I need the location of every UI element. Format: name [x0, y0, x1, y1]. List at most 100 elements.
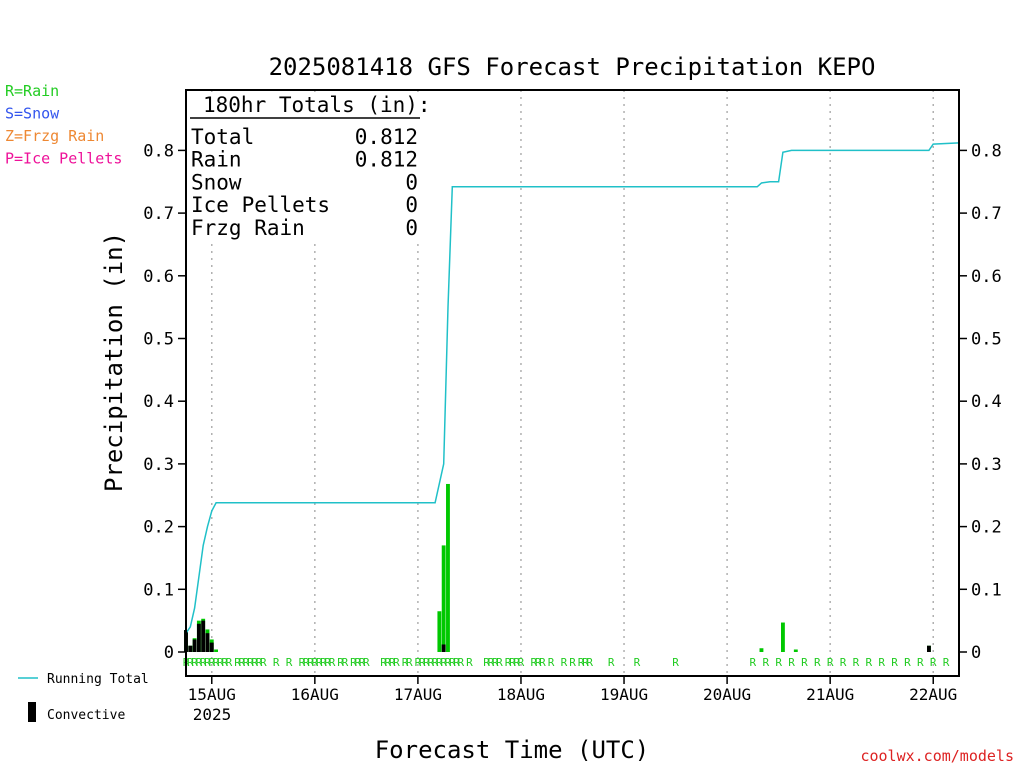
- y-tick-label: 0.6: [143, 267, 174, 287]
- convective-legend-label: Convective: [47, 708, 125, 723]
- y-tick-label-right: 0.6: [971, 267, 1002, 287]
- precip-type-letter: R: [312, 656, 319, 669]
- precip-type-letter: R: [415, 656, 422, 669]
- y-tick-label: 0.3: [143, 455, 174, 475]
- precip-type-letter: R: [200, 656, 207, 669]
- precip-type-letter: R: [827, 656, 834, 669]
- precip-type-letter: R: [943, 656, 950, 669]
- precip-type-letter: R: [904, 656, 911, 669]
- convective-bar: [441, 644, 446, 652]
- precip-type-letter: R: [801, 656, 808, 669]
- precip-type-letter: R: [359, 656, 366, 669]
- x-tick-label: 17AUG: [394, 685, 442, 704]
- y-axis-right: 0 0.1 0.2 0.3 0.4 0.5 0.6 0.7 0.8: [959, 141, 1002, 663]
- precip-type-letter: R: [561, 656, 568, 669]
- precip-type-letter: R: [389, 656, 396, 669]
- precip-type-letter: R: [354, 656, 361, 669]
- totals-row-value: 0: [405, 170, 418, 194]
- precip-type-letter: R: [273, 656, 280, 669]
- precip-type-letter: R: [891, 656, 898, 669]
- rain-bar: [759, 648, 764, 652]
- precip-type-letter: R: [917, 656, 924, 669]
- totals-row-value: 0: [405, 216, 418, 240]
- precip-type-letter: R: [853, 656, 860, 669]
- precip-type-letter: R: [329, 656, 336, 669]
- precip-type-letter: R: [316, 656, 323, 669]
- precip-type-letter: R: [878, 656, 885, 669]
- x-tick-label: 19AUG: [600, 685, 648, 704]
- precip-type-letter: R: [196, 656, 203, 669]
- x-tick-label: 20AUG: [703, 685, 751, 704]
- precip-type-letter: R: [303, 656, 310, 669]
- precip-type-letter: R: [466, 656, 473, 669]
- precip-type-letter: R: [535, 656, 542, 669]
- precip-type-letter: R: [247, 656, 254, 669]
- rain-bar: [780, 622, 785, 652]
- precip-type-letter: R: [406, 656, 413, 669]
- precip-type-letter: R: [775, 656, 782, 669]
- precip-type-letter: R: [208, 656, 215, 669]
- precip-type-letter: R: [458, 656, 465, 669]
- precip-type-letter: R: [866, 656, 873, 669]
- precip-type-letter: R: [393, 656, 400, 669]
- x-tick-label: 16AUG: [291, 685, 339, 704]
- precip-type-letter: R: [496, 656, 503, 669]
- precip-type-letter: R: [445, 656, 452, 669]
- x-year-label: 2025: [193, 705, 232, 724]
- precip-type-letter: R: [350, 656, 357, 669]
- precip-type-letter: R: [324, 656, 331, 669]
- precip-type-letter: R: [299, 656, 306, 669]
- precip-type-letter: R: [320, 656, 327, 669]
- running-total-line: [185, 142, 960, 634]
- precip-type-letter: R: [453, 656, 460, 669]
- y-tick-label: 0.7: [143, 204, 174, 224]
- precip-type-legend: R=Rain S=Snow Z=Frzg Rain P=Ice Pellets: [5, 82, 122, 168]
- rain-bar: [441, 545, 446, 652]
- y-tick-label: 0.2: [143, 518, 174, 538]
- running-total-legend-label: Running Total: [47, 672, 149, 687]
- y-tick-label: 0: [164, 643, 174, 663]
- precip-type-letter: R: [380, 656, 387, 669]
- totals-row-value: 0: [405, 193, 418, 217]
- precip-type-letter: R: [337, 656, 344, 669]
- convective-bar: [192, 639, 197, 652]
- precip-type-letter: R: [586, 656, 593, 669]
- y-tick-label-right: 0: [971, 643, 981, 663]
- precip-type-letter: R: [531, 656, 538, 669]
- x-tick-label: 22AUG: [909, 685, 957, 704]
- x-axis: 15AUG 16AUG 17AUG 18AUG 19AUG 20AUG 21AUG 22AUG…: [188, 676, 957, 724]
- rain-bar: [793, 649, 798, 652]
- precip-type-letter: R: [483, 656, 490, 669]
- precip-type-letter: R: [251, 656, 258, 669]
- precip-type-letter: R: [509, 656, 516, 669]
- precip-type-letter: R: [539, 656, 546, 669]
- precip-type-letter: R: [239, 656, 246, 669]
- convective-bar: [188, 645, 193, 652]
- precip-type-letter: R: [363, 656, 370, 669]
- y-tick-label-right: 0.5: [971, 330, 1002, 350]
- precip-type-letter: R: [440, 656, 447, 669]
- y-tick-label-right: 0.2: [971, 518, 1002, 538]
- x-tick-label: 18AUG: [497, 685, 545, 704]
- precip-type-letter: R: [191, 656, 198, 669]
- precip-type-letter: R: [342, 656, 349, 669]
- precip-type-letter: R: [582, 656, 589, 669]
- precip-type-letter: R: [402, 656, 409, 669]
- precip-type-letter: R: [234, 656, 241, 669]
- totals-box: 180hr Totals (in): Total 0.812 Rain 0.812 Sno…: [188, 92, 431, 242]
- precip-type-letter: R: [427, 656, 434, 669]
- totals-row-value: 0.812: [355, 125, 418, 149]
- plot-area-frame: [185, 89, 960, 677]
- precip-type-letter: R: [260, 656, 267, 669]
- convective-bar: [209, 642, 214, 652]
- x-axis-label: Forecast Time (UTC): [375, 736, 650, 764]
- y-tick-label: 0.1: [143, 580, 174, 600]
- precip-type-letter: R: [226, 656, 233, 669]
- y-axis-left: 0 0.1 0.2 0.3 0.4 0.5 0.6 0.7 0.8: [143, 141, 186, 663]
- precip-type-letter: R: [569, 656, 576, 669]
- y-tick-label: 0.8: [143, 141, 174, 161]
- precip-type-letter: R: [432, 656, 439, 669]
- source-credit: coolwx.com/models: [860, 747, 1014, 765]
- y-tick-label: 0.5: [143, 330, 174, 350]
